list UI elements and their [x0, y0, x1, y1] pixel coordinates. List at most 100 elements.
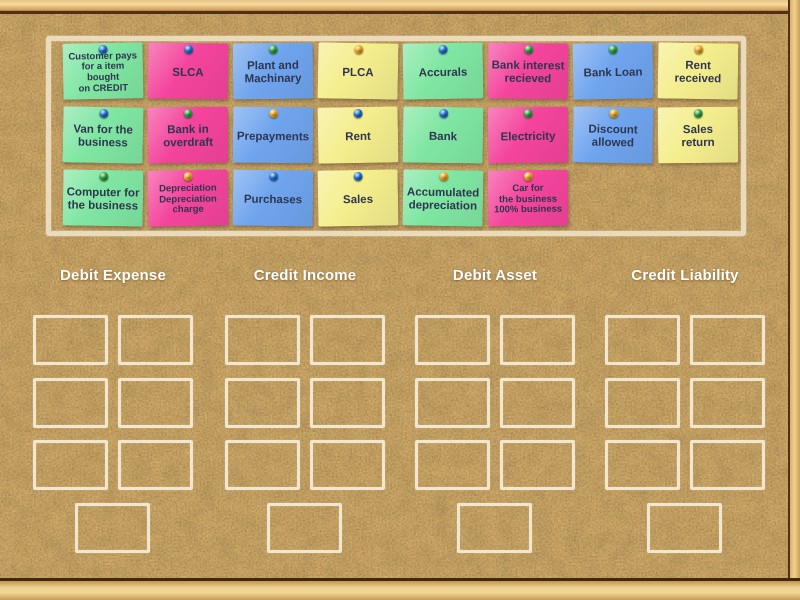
push-pin-icon [183, 171, 193, 182]
drop-slot[interactable] [457, 503, 532, 553]
note-text: Computer for the business [66, 186, 140, 213]
note-card[interactable]: Rent received [657, 42, 739, 100]
note-card[interactable]: Bank in overdraft [147, 106, 229, 164]
push-pin-icon [438, 108, 448, 119]
note-card[interactable]: Bank interest recieved [487, 42, 569, 100]
note-text: Customer pays for a item bought on CREDI… [68, 50, 138, 95]
note-text: SLCA [172, 66, 204, 79]
note-card[interactable]: Sales return [657, 106, 739, 164]
push-pin-icon [353, 108, 363, 119]
note-card[interactable]: Computer for the business [62, 169, 144, 227]
note-card[interactable]: Depreciation Depreciation charge [147, 169, 229, 227]
category-label: Debit Expense [60, 267, 166, 284]
note-card[interactable]: Prepayments [232, 106, 314, 164]
drop-slot[interactable] [225, 440, 300, 490]
drop-slot[interactable] [415, 378, 490, 428]
note-card[interactable]: Van for the business [62, 106, 144, 164]
note-text: PLCA [342, 66, 374, 79]
drop-slot[interactable] [415, 440, 490, 490]
note-card[interactable]: Car for the business 100% business [487, 169, 569, 227]
note-card[interactable]: PLCA [317, 42, 399, 100]
drop-slot[interactable] [690, 440, 765, 490]
note-card[interactable]: Bank Loan [572, 42, 654, 100]
note-text: Prepayments [236, 130, 310, 143]
push-pin-icon [98, 44, 108, 55]
drop-slot[interactable] [225, 315, 300, 365]
note-text: Plant and Machinary [244, 59, 302, 86]
push-pin-icon [353, 44, 363, 55]
push-pin-icon [98, 108, 108, 119]
note-text: Sales return [681, 123, 715, 150]
note-text: Car for the business 100% business [494, 182, 563, 216]
push-pin-icon [438, 44, 448, 55]
drop-slot[interactable] [267, 503, 342, 553]
note-card[interactable]: Discount allowed [572, 106, 654, 164]
drop-slot[interactable] [605, 378, 680, 428]
drop-slot[interactable] [310, 440, 385, 490]
push-pin-icon [183, 108, 193, 119]
note-text: Purchases [243, 193, 303, 206]
category-label: Debit Asset [452, 267, 538, 284]
note-card[interactable]: Plant and Machinary [232, 42, 314, 100]
note-text: Bank in overdraft [163, 123, 214, 150]
source-notes-panel [46, 36, 746, 236]
note-card[interactable]: Accurals [402, 42, 484, 100]
note-card[interactable]: Accumulated depreciation [402, 169, 484, 227]
push-pin-icon [523, 44, 533, 55]
push-pin-icon [183, 44, 193, 55]
push-pin-icon [523, 171, 533, 182]
drop-slot[interactable] [690, 378, 765, 428]
note-text: Depreciation Depreciation charge [158, 182, 217, 216]
wood-frame-top [0, 0, 800, 14]
note-card[interactable]: Sales [317, 169, 399, 227]
note-card[interactable]: Rent [317, 106, 399, 164]
category-label: Credit Income [253, 267, 357, 284]
push-pin-icon [608, 44, 618, 55]
note-card[interactable]: Customer pays for a item bought on CREDI… [62, 42, 144, 100]
note-text: Discount allowed [588, 123, 638, 150]
push-pin-icon [693, 108, 703, 119]
wood-frame-bottom [0, 578, 800, 600]
drop-slot[interactable] [690, 315, 765, 365]
push-pin-icon [608, 108, 618, 119]
push-pin-icon [98, 171, 108, 182]
drop-slot[interactable] [605, 440, 680, 490]
drop-slot[interactable] [225, 378, 300, 428]
drop-slot[interactable] [118, 315, 193, 365]
drop-slot[interactable] [500, 315, 575, 365]
note-card[interactable]: SLCA [147, 42, 229, 100]
drop-slot[interactable] [33, 378, 108, 428]
push-pin-icon [438, 171, 448, 182]
drop-slot[interactable] [605, 315, 680, 365]
note-text: Van for the business [73, 123, 133, 150]
note-text: Bank Loan [583, 66, 643, 80]
push-pin-icon [523, 108, 533, 119]
drop-slot[interactable] [310, 378, 385, 428]
note-card[interactable]: Purchases [232, 169, 314, 227]
push-pin-icon [268, 171, 278, 182]
drop-slot[interactable] [647, 503, 722, 553]
drop-slot[interactable] [118, 440, 193, 490]
drop-slot[interactable] [500, 378, 575, 428]
drop-slot[interactable] [415, 315, 490, 365]
drop-slot[interactable] [310, 315, 385, 365]
push-pin-icon [268, 44, 278, 55]
note-text: Rent [345, 130, 371, 143]
drop-slot[interactable] [118, 378, 193, 428]
note-text: Accumulated depreciation [406, 186, 480, 213]
drop-slot[interactable] [33, 440, 108, 490]
drop-slot[interactable] [33, 315, 108, 365]
note-card[interactable]: Electricity [487, 106, 569, 164]
note-text: Electricity [500, 130, 556, 143]
note-text: Sales [342, 193, 374, 206]
note-card[interactable]: Bank [402, 106, 484, 164]
category-label: Credit Liability [631, 267, 739, 284]
drop-slot[interactable] [500, 440, 575, 490]
drop-slot[interactable] [75, 503, 150, 553]
push-pin-icon [693, 44, 703, 55]
wood-frame-right [788, 0, 800, 600]
note-text: Bank [428, 130, 458, 143]
push-pin-icon [268, 108, 278, 119]
